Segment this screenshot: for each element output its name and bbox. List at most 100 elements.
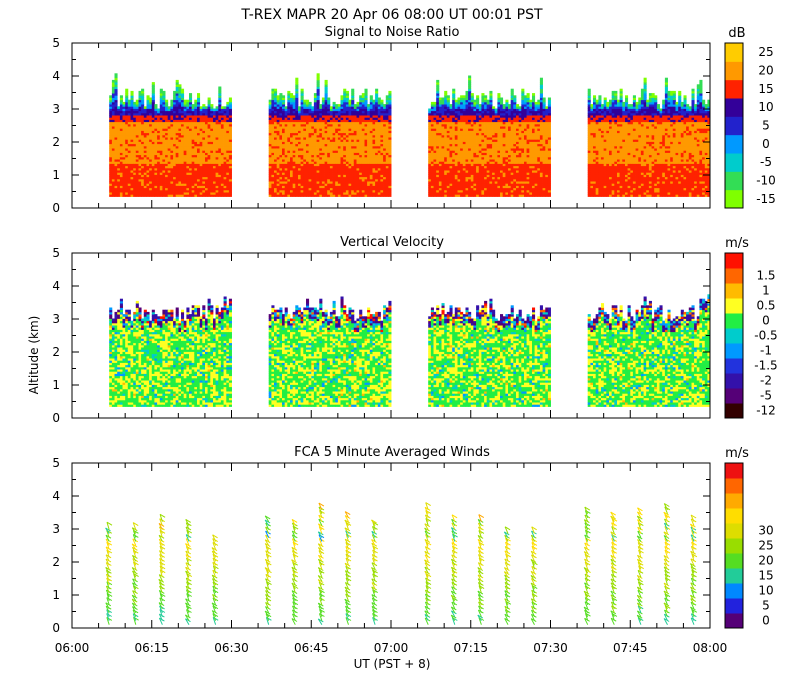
heatmap-cell	[130, 119, 134, 123]
heatmap-cell	[271, 174, 275, 178]
heatmap-cell	[175, 163, 179, 167]
heatmap-cell	[125, 93, 129, 96]
heatmap-cell	[191, 110, 195, 114]
heatmap-cell	[271, 123, 275, 127]
heatmap-cell	[149, 150, 153, 153]
heatmap-cell	[215, 128, 219, 131]
heatmap-cell	[271, 178, 275, 182]
heatmap-cell	[276, 189, 280, 193]
heatmap-cell	[189, 141, 193, 145]
heatmap-cell	[290, 119, 294, 123]
heatmap-cell	[165, 172, 169, 175]
heatmap-cell	[151, 119, 155, 123]
heatmap-cell	[138, 99, 142, 103]
heatmap-cell	[287, 117, 291, 120]
heatmap-cell	[167, 192, 171, 195]
heatmap-cell	[149, 123, 153, 127]
heatmap-cell	[303, 106, 307, 109]
heatmap-cell	[117, 172, 121, 175]
heatmap-cell	[202, 174, 206, 178]
heatmap-cell	[170, 126, 174, 129]
heatmap-cell	[300, 150, 304, 153]
heatmap-cell	[167, 117, 171, 120]
heatmap-cell	[135, 112, 139, 116]
heatmap-cell	[210, 148, 214, 151]
heatmap-cell	[215, 174, 219, 178]
heatmap-cell	[162, 172, 166, 175]
heatmap-cell	[199, 172, 203, 175]
heatmap-cell	[170, 192, 174, 195]
heatmap-cell	[207, 163, 211, 167]
heatmap-cell	[125, 132, 129, 136]
heatmap-cell	[279, 97, 283, 101]
heatmap-cell	[111, 154, 115, 158]
heatmap-cell	[149, 185, 153, 189]
heatmap-cell	[114, 101, 118, 105]
heatmap-cell	[186, 174, 190, 178]
heatmap-cell	[284, 145, 288, 149]
heatmap-cell	[215, 145, 219, 149]
heatmap-cell	[167, 145, 171, 149]
heatmap-cell	[194, 115, 198, 118]
heatmap-cell	[199, 174, 203, 178]
heatmap-cell	[303, 154, 307, 158]
heatmap-cell	[213, 194, 217, 197]
heatmap-cell	[189, 110, 193, 114]
heatmap-cell	[279, 185, 283, 189]
heatmap-cell	[117, 128, 121, 131]
heatmap-cell	[295, 143, 299, 147]
heatmap-cell	[210, 165, 214, 169]
heatmap-cell	[181, 97, 185, 101]
heatmap-cell	[223, 112, 227, 116]
heatmap-cell	[130, 126, 134, 129]
heatmap-cell	[154, 123, 158, 127]
heatmap-cell	[218, 93, 222, 96]
heatmap-cell	[170, 187, 174, 191]
heatmap-cell	[279, 139, 283, 142]
heatmap-cell	[178, 93, 182, 96]
heatmap-cell	[194, 181, 198, 184]
heatmap-cell	[271, 148, 275, 151]
heatmap-cell	[130, 170, 134, 173]
heatmap-cell	[127, 126, 131, 129]
heatmap-cell	[151, 156, 155, 160]
heatmap-cell	[157, 115, 161, 118]
heatmap-cell	[141, 174, 145, 178]
heatmap-cell	[111, 112, 115, 116]
heatmap-cell	[135, 176, 139, 180]
heatmap-cell	[130, 145, 134, 149]
heatmap-cell	[210, 134, 214, 138]
heatmap-cell	[186, 192, 190, 195]
heatmap-cell	[226, 143, 230, 147]
heatmap-cell	[133, 176, 137, 180]
heatmap-cell	[159, 163, 163, 167]
heatmap-cell	[122, 126, 126, 129]
heatmap-cell	[194, 163, 198, 167]
heatmap-cell	[279, 130, 283, 134]
heatmap-cell	[197, 137, 201, 140]
heatmap-cell	[197, 143, 201, 147]
heatmap-cell	[218, 167, 222, 171]
heatmap-cell	[284, 106, 288, 109]
heatmap-cell	[268, 174, 272, 178]
heatmap-cell	[295, 134, 299, 138]
heatmap-cell	[292, 189, 296, 193]
heatmap-cell	[300, 128, 304, 131]
heatmap-cell	[157, 181, 161, 184]
heatmap-cell	[127, 170, 131, 173]
heatmap-cell	[141, 121, 145, 125]
heatmap-cell	[202, 156, 206, 160]
heatmap-cell	[202, 183, 206, 186]
heatmap-cell	[279, 194, 283, 197]
heatmap-cell	[175, 86, 179, 90]
heatmap-cell	[213, 130, 217, 134]
heatmap-cell	[117, 110, 121, 114]
heatmap-cell	[290, 167, 294, 171]
heatmap-cell	[284, 189, 288, 193]
heatmap-cell	[279, 172, 283, 175]
heatmap-cell	[141, 192, 145, 195]
heatmap-cell	[165, 154, 169, 158]
heatmap-cell	[271, 97, 275, 101]
heatmap-cell	[271, 143, 275, 147]
heatmap-cell	[186, 115, 190, 118]
